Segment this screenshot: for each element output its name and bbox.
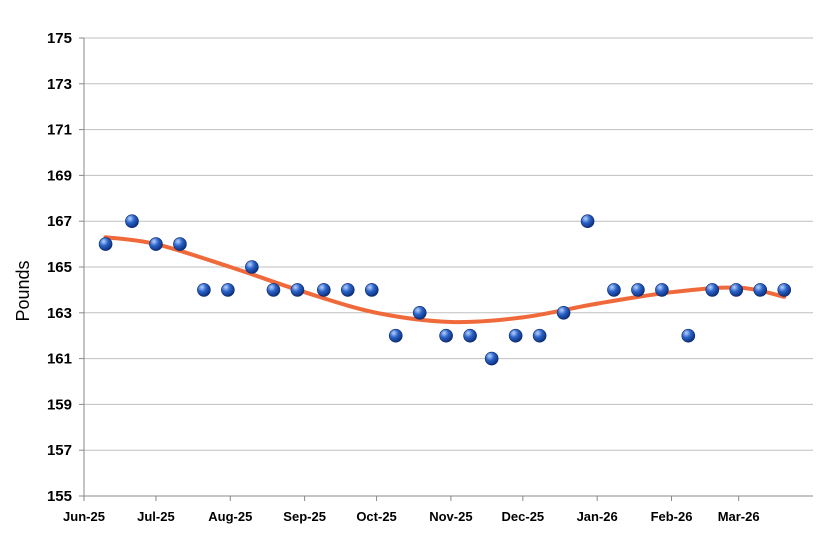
x-tick-label: Jan-26: [577, 509, 618, 524]
data-points: [98, 214, 792, 366]
data-point: [245, 260, 259, 274]
trendline-path: [103, 235, 787, 325]
x-tick-label: Feb-26: [651, 509, 693, 524]
y-tick-label: 175: [47, 30, 72, 47]
data-point: [655, 283, 669, 297]
y-tick-label: 169: [47, 167, 72, 184]
data-point: [364, 283, 379, 297]
data-point: [173, 237, 187, 251]
data-point: [388, 328, 403, 343]
data-point: [777, 283, 792, 297]
y-tick-label: 171: [47, 122, 72, 139]
x-tick-label: Sep-25: [283, 509, 326, 524]
x-tick-label: Oct-25: [356, 509, 396, 524]
data-point: [463, 328, 477, 343]
data-point: [705, 283, 720, 297]
data-point: [149, 237, 163, 251]
data-point: [439, 328, 453, 343]
x-tick-label: Nov-25: [429, 509, 472, 524]
data-point: [607, 283, 621, 297]
data-point: [556, 305, 571, 320]
x-tick-label: Jul-25: [137, 509, 175, 524]
data-point: [412, 305, 427, 320]
x-tick-label: Dec-25: [502, 509, 545, 524]
y-tick-label: 159: [47, 396, 72, 413]
data-point: [681, 328, 696, 343]
data-point: [753, 283, 768, 297]
trendline: [103, 235, 787, 325]
y-tick-label: 173: [47, 76, 72, 93]
data-point: [580, 214, 595, 228]
x-tick-labels: Jun-25 Jul-25 Aug-25 Sep-25 Oct-25 Nov-25 Dec-…: [63, 509, 760, 524]
data-point: [221, 283, 235, 297]
data-point: [98, 237, 113, 251]
data-point: [484, 351, 499, 366]
data-point: [197, 283, 211, 297]
data-point: [729, 283, 744, 297]
y-tick-label: 163: [47, 305, 72, 322]
data-point: [290, 283, 305, 297]
y-tick-label: 157: [47, 442, 72, 459]
y-tick-labels: 155 157 159 161 163 165 167 169 171 173 175: [47, 30, 72, 505]
data-point: [631, 283, 645, 297]
data-point: [532, 328, 547, 343]
data-point: [340, 283, 355, 297]
y-axis-label: Pounds: [13, 260, 33, 321]
x-tick-label: Mar-26: [718, 509, 760, 524]
x-tick-label: Aug-25: [208, 509, 252, 524]
data-point: [266, 283, 281, 297]
y-tick-label: 165: [47, 259, 72, 276]
data-point: [508, 328, 523, 343]
axes: [83, 38, 813, 501]
data-point: [317, 283, 331, 297]
x-tick-label: Jun-25: [63, 509, 105, 524]
data-point: [125, 214, 139, 228]
y-tick-label: 155: [47, 488, 72, 505]
y-tick-label: 167: [47, 213, 72, 230]
y-tick-label: 161: [47, 351, 72, 368]
gridlines: [79, 37, 813, 497]
